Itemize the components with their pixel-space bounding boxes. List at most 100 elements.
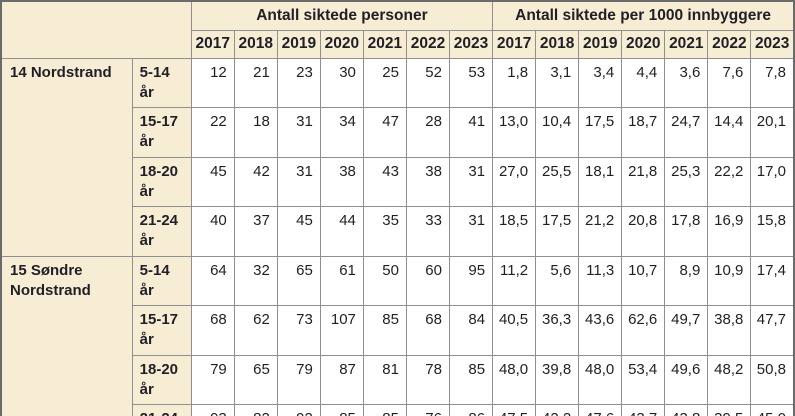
value-cell: 10,7 — [621, 255, 666, 306]
value-cell: 93 — [190, 404, 235, 416]
value-cell: 31 — [448, 156, 494, 207]
age-group-cell: 18-20 år — [131, 354, 192, 405]
value-cell: 76 — [405, 404, 450, 416]
value-cell: 18,7 — [621, 107, 666, 158]
value-cell: 39,5 — [707, 404, 752, 416]
year-header: 2021 — [664, 29, 709, 59]
value-cell: 7,8 — [750, 57, 795, 108]
value-cell: 47,6 — [578, 404, 623, 416]
table-row: 21-24 år9382928585768647,542,247,643,743… — [1, 404, 795, 416]
value-cell: 10,9 — [707, 255, 752, 306]
value-cell: 61 — [319, 255, 364, 306]
age-group-cell: 15-17 år — [131, 305, 192, 356]
value-cell: 31 — [276, 156, 321, 207]
value-cell: 79 — [190, 354, 235, 405]
value-cell: 62,6 — [621, 305, 666, 356]
value-cell: 3,4 — [578, 57, 623, 108]
value-cell: 48,2 — [707, 354, 752, 405]
value-cell: 50,8 — [750, 354, 795, 405]
table-row: 14 Nordstrand 5-14 år 12 21 23 30 25 52 53 1,8 3,1… — [0, 57, 795, 257]
value-cell: 3,1 — [535, 57, 580, 108]
year-header: 2019 — [578, 29, 623, 59]
value-cell: 53,4 — [621, 354, 666, 405]
value-cell: 45 — [190, 156, 235, 207]
year-header: 2018 — [233, 29, 278, 59]
value-cell: 39,8 — [535, 354, 580, 405]
value-cell: 43 — [362, 156, 407, 207]
value-cell: 25,5 — [535, 156, 580, 207]
value-cell: 13,0 — [492, 107, 537, 158]
value-cell: 85 — [362, 305, 407, 356]
value-cell: 79 — [276, 354, 321, 405]
value-cell: 27,0 — [492, 156, 537, 207]
value-cell: 45,0 — [750, 404, 795, 416]
value-cell: 48,0 — [578, 354, 623, 405]
year-header: 2021 — [362, 29, 407, 59]
value-cell: 17,5 — [578, 107, 623, 158]
value-cell: 85 — [362, 404, 407, 416]
value-cell: 34 — [319, 107, 364, 158]
value-cell: 68 — [405, 305, 450, 356]
value-cell: 87 — [319, 354, 364, 405]
value-cell: 73 — [276, 305, 321, 356]
value-cell: 44 — [319, 206, 364, 257]
group-header-antall-siktede-per-1000: Antall siktede per 1000 innbyggere — [492, 0, 795, 31]
year-header: 2019 — [276, 29, 321, 59]
value-cell: 49,6 — [664, 354, 709, 405]
year-header: 2017 — [190, 29, 235, 59]
value-cell: 5,6 — [535, 255, 580, 306]
value-cell: 25 — [362, 57, 407, 108]
value-cell: 16,9 — [707, 206, 752, 257]
table-row: 15-17 år 68 62 73 107 85 68 84 40,5 36,3 43,6 62,6 4… — [1, 305, 795, 356]
value-cell: 22,2 — [707, 156, 752, 207]
value-cell: 42,2 — [535, 404, 580, 416]
age-group-cell: 5-14 år — [131, 255, 192, 306]
value-cell: 38,8 — [707, 305, 752, 356]
value-cell: 31 — [276, 107, 321, 158]
value-cell: 31 — [448, 206, 494, 257]
district-cell: 14 Nordstrand — [0, 57, 133, 257]
value-cell: 38 — [405, 156, 450, 207]
table-row: 15 Søndre Nordstrand 5-14 år 64 32 65 61 50 60 9… — [0, 255, 795, 416]
value-cell: 43,7 — [621, 404, 666, 416]
value-cell: 17,5 — [535, 206, 580, 257]
year-header: 2022 — [405, 29, 450, 59]
value-cell: 86 — [448, 404, 494, 416]
value-cell: 64 — [190, 255, 235, 306]
value-cell: 18,5 — [492, 206, 537, 257]
table-row: 18-20 år 79 65 79 87 81 78 85 48,0 39,8 48,0 53,4 49… — [1, 354, 795, 405]
value-cell: 24,7 — [664, 107, 709, 158]
year-header: 2023 — [750, 29, 795, 59]
table-row: 18-20 år 45 42 31 38 43 38 31 27,0 25,5 18,1 21,8 25… — [1, 156, 795, 207]
value-cell: 32 — [233, 255, 278, 306]
value-cell: 3,6 — [664, 57, 709, 108]
value-cell: 28 — [405, 107, 450, 158]
value-cell: 53 — [448, 57, 494, 108]
value-cell: 14,4 — [707, 107, 752, 158]
value-cell: 40 — [190, 206, 235, 257]
year-header: 2023 — [448, 29, 494, 59]
value-cell: 8,9 — [664, 255, 709, 306]
value-cell: 4,4 — [621, 57, 666, 108]
value-cell: 38 — [319, 156, 364, 207]
value-cell: 21,8 — [621, 156, 666, 207]
value-cell: 11,2 — [492, 255, 537, 306]
table-body: 14 Nordstrand 5-14 år 12 21 23 30 25 52 53 1,8 3,1… — [0, 57, 795, 416]
value-cell: 17,4 — [750, 255, 795, 306]
corner-cell — [0, 0, 192, 59]
value-cell: 50 — [362, 255, 407, 306]
value-cell: 35 — [362, 206, 407, 257]
value-cell: 62 — [233, 305, 278, 356]
value-cell: 65 — [276, 255, 321, 306]
value-cell: 82 — [233, 404, 278, 416]
value-cell: 21 — [233, 57, 278, 108]
year-header: 2020 — [621, 29, 666, 59]
value-cell: 21,2 — [578, 206, 623, 257]
value-cell: 36,3 — [535, 305, 580, 356]
value-cell: 92 — [276, 404, 321, 416]
value-cell: 17,0 — [750, 156, 795, 207]
value-cell: 60 — [405, 255, 450, 306]
value-cell: 45 — [276, 206, 321, 257]
value-cell: 84 — [448, 305, 494, 356]
year-header: 2022 — [707, 29, 752, 59]
